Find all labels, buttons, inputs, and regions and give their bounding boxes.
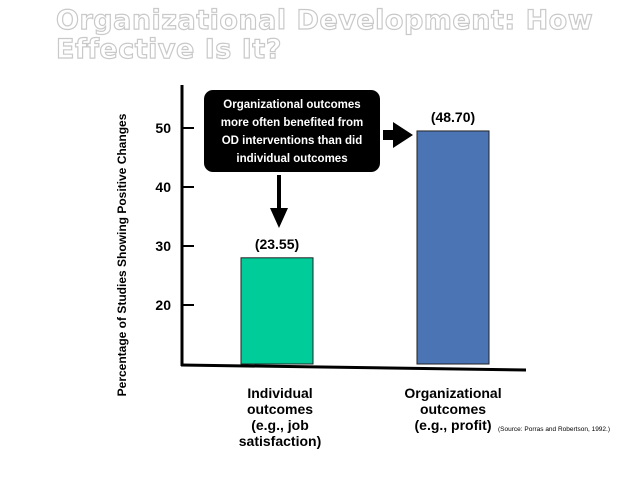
y-tick-label: 30 — [155, 238, 171, 254]
right-arrow — [383, 122, 413, 148]
y-tick-label: 50 — [155, 120, 171, 136]
category-label: (e.g., profit) — [415, 417, 492, 433]
slide-title-line-2: Effective Is It? — [55, 34, 282, 65]
category-label: outcomes — [420, 401, 486, 417]
source-note: (Source: Porras and Robertson, 1992.) — [498, 426, 611, 433]
callout-text: individual outcomes — [236, 153, 347, 165]
down-arrow — [270, 175, 288, 228]
category-label: Individual — [247, 385, 312, 401]
y-axis-title: Percentage of Studies Showing Positive C… — [115, 113, 129, 396]
data-label: (48.70) — [431, 109, 475, 125]
callout-text: OD interventions than did — [222, 135, 363, 147]
y-tick-label: 40 — [155, 179, 171, 195]
x-axis — [180, 363, 527, 372]
callout-box — [204, 90, 380, 172]
callout-text: Organizational outcomes — [223, 99, 360, 111]
category-label: Organizational — [404, 385, 501, 401]
bar — [416, 130, 490, 365]
data-label: (23.55) — [255, 236, 299, 252]
slide-title: Organizational Development: How Effectiv… — [55, 5, 616, 65]
callout-text: more often benefited from — [221, 117, 363, 129]
category-label: (e.g., job — [251, 417, 309, 433]
category-label: satisfaction) — [239, 433, 321, 449]
bar — [240, 257, 314, 365]
y-tick-label: 20 — [155, 297, 171, 313]
slide-title-line-1: Organizational Development: How — [55, 5, 594, 36]
category-label: outcomes — [247, 401, 313, 417]
